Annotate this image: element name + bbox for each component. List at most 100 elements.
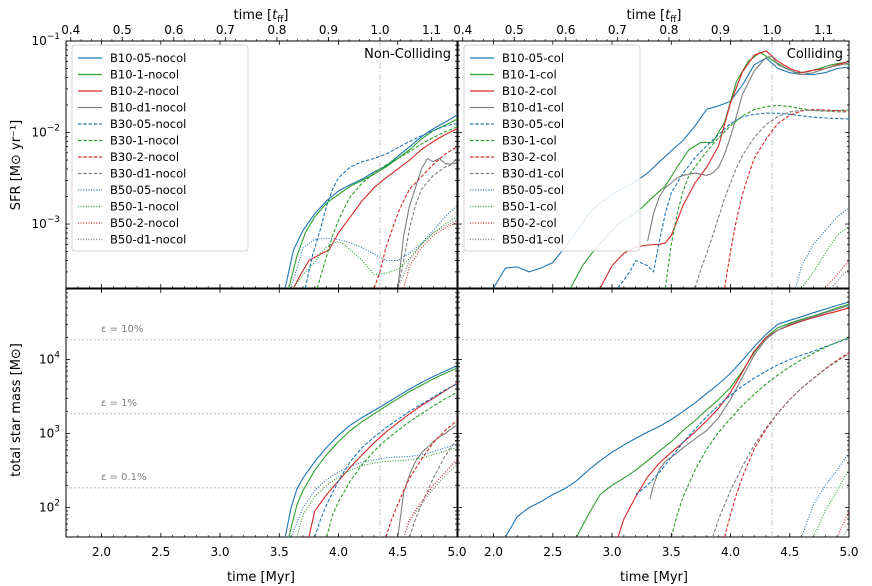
series-line-B50-05-col [801, 451, 849, 537]
panel-sfr-noncolliding: 10−3 10−2 10−1 0.4 0.5 0.6 0.7 0.8 0.9 1.0 1.1 Non-… [31, 23, 458, 289]
series-line-B50-05-nocol [290, 443, 457, 537]
series-line-B50-d1-col [830, 268, 849, 288]
legend-entry: B50-2-nocol [110, 216, 179, 230]
efficiency-label: ε = 10% [101, 324, 143, 335]
series-group [504, 301, 849, 537]
y-tick-label: 10−2 [31, 124, 60, 140]
series-line-B10-05-nocol [284, 114, 457, 288]
y-tick-label: 103 [39, 425, 60, 441]
panel-mass-noncolliding: ε = 10% ε = 1% ε = 0.1% 102 103 104 2.0 2.5 3.0 3… [39, 288, 467, 559]
series-line-B30-05-col [617, 112, 849, 288]
legend-entry: B30-1-nocol [110, 134, 179, 148]
series-line-B30-1-nocol [316, 126, 457, 288]
x-tick-label: 2.0 [484, 545, 503, 559]
x-tick-label: 4.5 [780, 545, 799, 559]
x-tick-label: 2.5 [543, 545, 562, 559]
series-line-B50-1-col [801, 225, 849, 288]
series-line-B50-05-col [795, 207, 849, 288]
x-tick-label: 3.5 [662, 545, 681, 559]
legend-entry: B30-d1-nocol [110, 167, 186, 181]
series-line-B30-2-nocol [385, 420, 457, 537]
x-tick-label: 3.0 [602, 545, 621, 559]
series-line-B30-05-nocol [304, 123, 457, 288]
series-line-B10-05-col [504, 301, 849, 537]
legend-entry: B30-05-col [502, 117, 564, 131]
top-tick-label: 0.8 [267, 23, 286, 37]
series-line-B50-1-nocol [296, 446, 457, 537]
series-line-B10-1-nocol [288, 367, 457, 537]
series-line-B10-d1-nocol [397, 157, 457, 288]
legend-entry: B50-05-nocol [110, 183, 186, 197]
top-tick-label: 1.0 [762, 23, 781, 37]
x-tick-label: 3.5 [270, 545, 289, 559]
series-line-B50-2-nocol [403, 458, 457, 537]
series-line-B50-2-nocol [403, 221, 457, 288]
x-tick-label: 3.0 [210, 545, 229, 559]
panels: 10−3 10−2 10−1 0.4 0.5 0.6 0.7 0.8 0.9 1.0 1.1 Non-… [31, 23, 858, 559]
series-line-B10-d1-col [649, 304, 849, 500]
efficiency-label: ε = 0.1% [101, 472, 147, 483]
top-tick-label: 0.6 [164, 23, 183, 37]
series-line-B10-2-nocol [293, 128, 457, 288]
legend-entry: B10-1-col [502, 68, 557, 82]
legend-box [463, 44, 641, 252]
top-tick-label: 0.9 [319, 23, 338, 37]
series-line-B30-2-col [724, 351, 849, 537]
series-line-B10-2-col [599, 50, 849, 288]
series-line-B30-05-nocol [314, 383, 457, 537]
y-tick-label: 104 [39, 351, 60, 367]
top-axis-label-left: time [tff] [234, 8, 289, 25]
legend-entry: B10-2-nocol [110, 84, 179, 98]
series-line-B30-1-nocol [326, 391, 457, 537]
series-line-B10-1-col [576, 303, 849, 537]
series-line-B30-d1-col [694, 109, 849, 288]
series-line-B30-1-col [670, 336, 849, 537]
series-line-B50-2-col [824, 260, 849, 288]
legend-entry: B50-2-col [502, 216, 557, 230]
legend-entry: B30-1-col [502, 134, 557, 148]
axes-frame [65, 288, 458, 538]
x-tick-label: 5.0 [447, 545, 466, 559]
legend-entry: B50-d1-nocol [110, 233, 186, 247]
top-tick-label: 0.4 [453, 23, 472, 37]
series-line-B50-d1-nocol [403, 464, 457, 537]
bottom-axis-label-left: time [Myr] [227, 570, 295, 585]
series-line-B50-2-col [836, 510, 849, 537]
top-axis-label-right: time [tff] [627, 8, 682, 25]
series-line-B50-05-nocol [290, 205, 457, 288]
efficiency-label: ε = 1% [101, 398, 137, 409]
x-tick-label: 4.0 [721, 545, 740, 559]
y-tick-label: 10−3 [31, 215, 60, 231]
top-tick-label: 0.8 [659, 23, 678, 37]
top-tick-label: 0.9 [711, 23, 730, 37]
legend-entry: B10-d1-nocol [110, 101, 186, 115]
top-tick-label: 0.7 [608, 23, 627, 37]
series-line-B10-d1-col [647, 55, 849, 242]
panel-title: Colliding [787, 47, 843, 62]
series-line-B10-d1-nocol [397, 424, 457, 537]
legend-entry: B30-d1-col [502, 167, 564, 181]
series-line-B10-05-nocol [284, 365, 457, 537]
panel-title: Non-Colliding [364, 47, 451, 62]
legend-entry: B10-2-col [502, 84, 557, 98]
series-line-B30-2-col [724, 109, 849, 288]
top-tick-label: 1.1 [422, 23, 441, 37]
panel-mass-colliding: 2.0 2.5 3.0 3.5 4.0 4.5 5.0 [458, 288, 859, 559]
axes-frame [65, 40, 458, 289]
series-group [493, 50, 849, 288]
legend-entry: B30-2-col [502, 150, 557, 164]
legend-entry: B10-05-col [502, 51, 564, 65]
y-tick-label: 10−1 [31, 32, 60, 48]
series-group [284, 114, 457, 288]
x-tick-label: 5.0 [839, 545, 858, 559]
top-tick-label: 0.7 [216, 23, 235, 37]
series-line-B30-d1-nocol [409, 438, 457, 537]
series-line-B30-05-col [635, 337, 849, 495]
axes-frame [457, 288, 850, 538]
legend-entry: B50-05-col [502, 183, 564, 197]
legend-box [71, 44, 249, 252]
series-line-B30-d1-nocol [397, 161, 457, 288]
top-tick-label: 0.5 [113, 23, 132, 37]
series-line-B50-1-nocol [293, 216, 457, 288]
